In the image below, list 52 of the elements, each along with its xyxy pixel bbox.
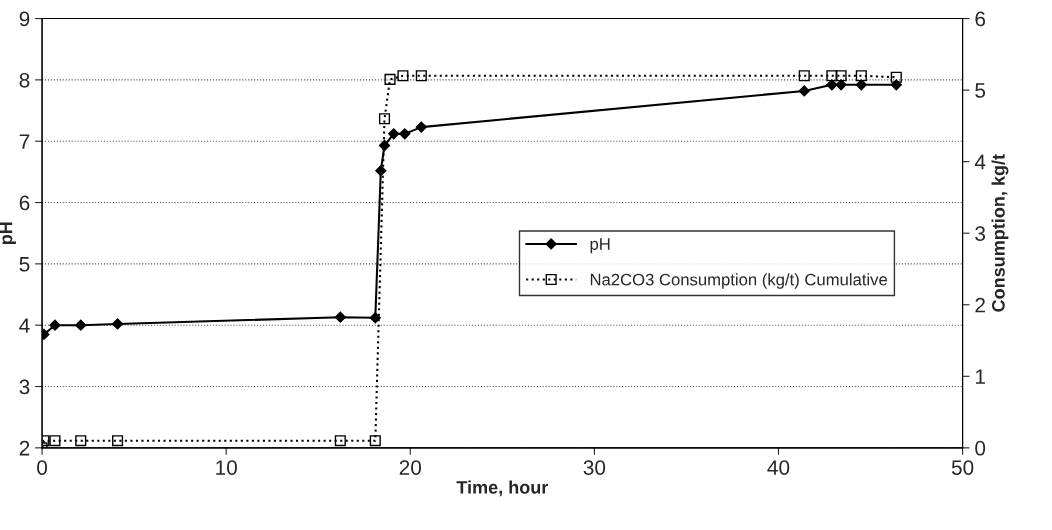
point bbox=[798, 70, 810, 82]
point bbox=[369, 435, 381, 447]
point bbox=[378, 113, 391, 125]
point bbox=[369, 312, 381, 324]
y-tick-label: 5 bbox=[19, 257, 30, 272]
point bbox=[75, 319, 87, 331]
point bbox=[49, 319, 61, 331]
y2-tick-label: 4 bbox=[974, 154, 986, 170]
point bbox=[798, 85, 810, 97]
point bbox=[112, 435, 124, 447]
y-tick-label: 8 bbox=[19, 72, 30, 88]
point bbox=[415, 70, 427, 82]
legend-label: pH bbox=[590, 238, 610, 254]
x-tick-label: 50 bbox=[951, 460, 974, 475]
point bbox=[397, 70, 409, 82]
point bbox=[384, 73, 396, 85]
point bbox=[826, 70, 838, 82]
point bbox=[375, 165, 387, 177]
point bbox=[399, 128, 411, 140]
y-tick-label: 6 bbox=[19, 195, 30, 211]
y2-tick-label: 0 bbox=[975, 440, 986, 456]
point bbox=[890, 71, 902, 83]
point bbox=[835, 70, 847, 82]
x-tick-label: 40 bbox=[767, 460, 790, 475]
point bbox=[111, 318, 124, 330]
y2-tick-label: 6 bbox=[975, 11, 986, 27]
y2-axis-title: Consumption, kg/t bbox=[991, 154, 1009, 312]
point bbox=[855, 70, 867, 82]
y-tick-label: 3 bbox=[19, 379, 30, 395]
x-axis-title: Time, hour bbox=[456, 480, 549, 497]
point bbox=[388, 128, 400, 140]
y-tick-label: 7 bbox=[19, 134, 30, 149]
x-tick-label: 10 bbox=[216, 460, 237, 475]
x-tick-label: 20 bbox=[399, 460, 422, 475]
y2-tick-label: 2 bbox=[975, 297, 985, 313]
y2-tick-label: 1 bbox=[975, 369, 985, 384]
point bbox=[75, 435, 87, 447]
point bbox=[49, 435, 61, 447]
point bbox=[334, 311, 346, 323]
y-tick-label: 4 bbox=[19, 318, 30, 333]
y-tick-label: 9 bbox=[19, 11, 30, 27]
y2-tick-label: 3 bbox=[975, 226, 986, 241]
x-tick-label: 30 bbox=[583, 460, 606, 475]
point bbox=[835, 79, 847, 91]
point bbox=[415, 121, 427, 133]
point bbox=[334, 435, 346, 447]
x-tick-label: 0 bbox=[37, 460, 48, 475]
y-tick-label: 2 bbox=[19, 440, 30, 456]
legend-label: Na2CO3 Consumption (kg/t) Cumulative bbox=[590, 273, 888, 289]
y2-tick-label: 5 bbox=[975, 83, 986, 98]
y-axis-title: pH bbox=[0, 222, 16, 245]
point bbox=[855, 79, 867, 91]
